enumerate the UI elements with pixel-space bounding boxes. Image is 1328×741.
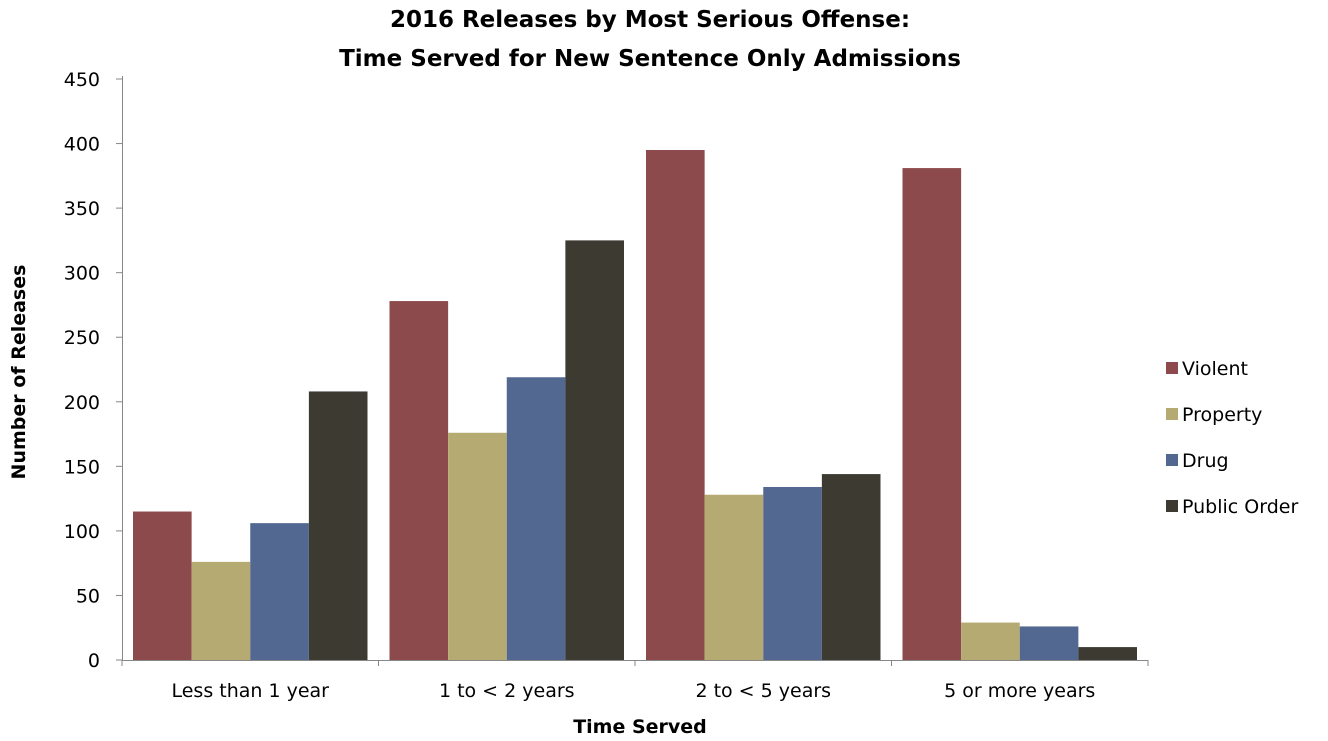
x-category-label: 5 or more years [944, 680, 1095, 702]
legend-label: Property [1182, 404, 1262, 426]
bar-property [448, 432, 507, 660]
bar-property [961, 622, 1020, 660]
x-category-label: Less than 1 year [171, 680, 329, 702]
chart-title-line-2: Time Served for New Sentence Only Admiss… [339, 46, 961, 72]
y-tick-label: 300 [64, 263, 100, 285]
bar-public-order [565, 240, 624, 660]
x-axis-ticks: Less than 1 year 1 to < 2 years 2 to < 5 y… [121, 660, 1149, 702]
bar-violent [389, 301, 449, 660]
y-tick-label: 400 [64, 134, 100, 156]
bar-property [704, 494, 764, 660]
y-axis-ticks: 0 50 100 150 200 250 300 350 400 450 [64, 69, 122, 672]
bar-drug [506, 377, 566, 660]
bars [133, 150, 1137, 660]
y-tick-label: 450 [64, 69, 100, 91]
x-category-label: 2 to < 5 years [695, 680, 831, 702]
bar-public-order [308, 391, 368, 660]
bar-drug [1019, 626, 1079, 660]
y-tick-label: 250 [64, 327, 100, 349]
legend-swatch [1166, 454, 1178, 466]
bar-violent [902, 168, 962, 660]
x-axis-title: Time Served [573, 716, 707, 737]
y-tick-label: 200 [64, 392, 100, 414]
legend-label: Violent [1182, 358, 1248, 380]
y-tick-label: 50 [76, 585, 100, 607]
legend-swatch [1166, 500, 1178, 512]
legend: Violent Property Drug Public Order [1166, 358, 1298, 518]
bar-public-order [821, 474, 881, 660]
bar-violent [646, 150, 705, 660]
y-tick-label: 100 [64, 521, 100, 543]
x-category-label: 1 to < 2 years [439, 680, 575, 702]
legend-label: Drug [1182, 450, 1229, 472]
chart-title-line-1: 2016 Releases by Most Serious Offense: [390, 7, 910, 33]
bar-violent [133, 511, 192, 660]
legend-swatch [1166, 362, 1178, 374]
bar-drug [250, 523, 309, 660]
bar-drug [763, 486, 822, 660]
bar-public-order [1078, 647, 1137, 660]
legend-label: Public Order [1182, 496, 1298, 518]
legend-swatch [1166, 408, 1178, 420]
y-tick-label: 0 [88, 650, 100, 672]
y-axis-title: Number of Releases [8, 265, 30, 480]
y-tick-label: 350 [64, 198, 100, 220]
bar-property [191, 561, 251, 660]
y-tick-label: 150 [64, 456, 100, 478]
